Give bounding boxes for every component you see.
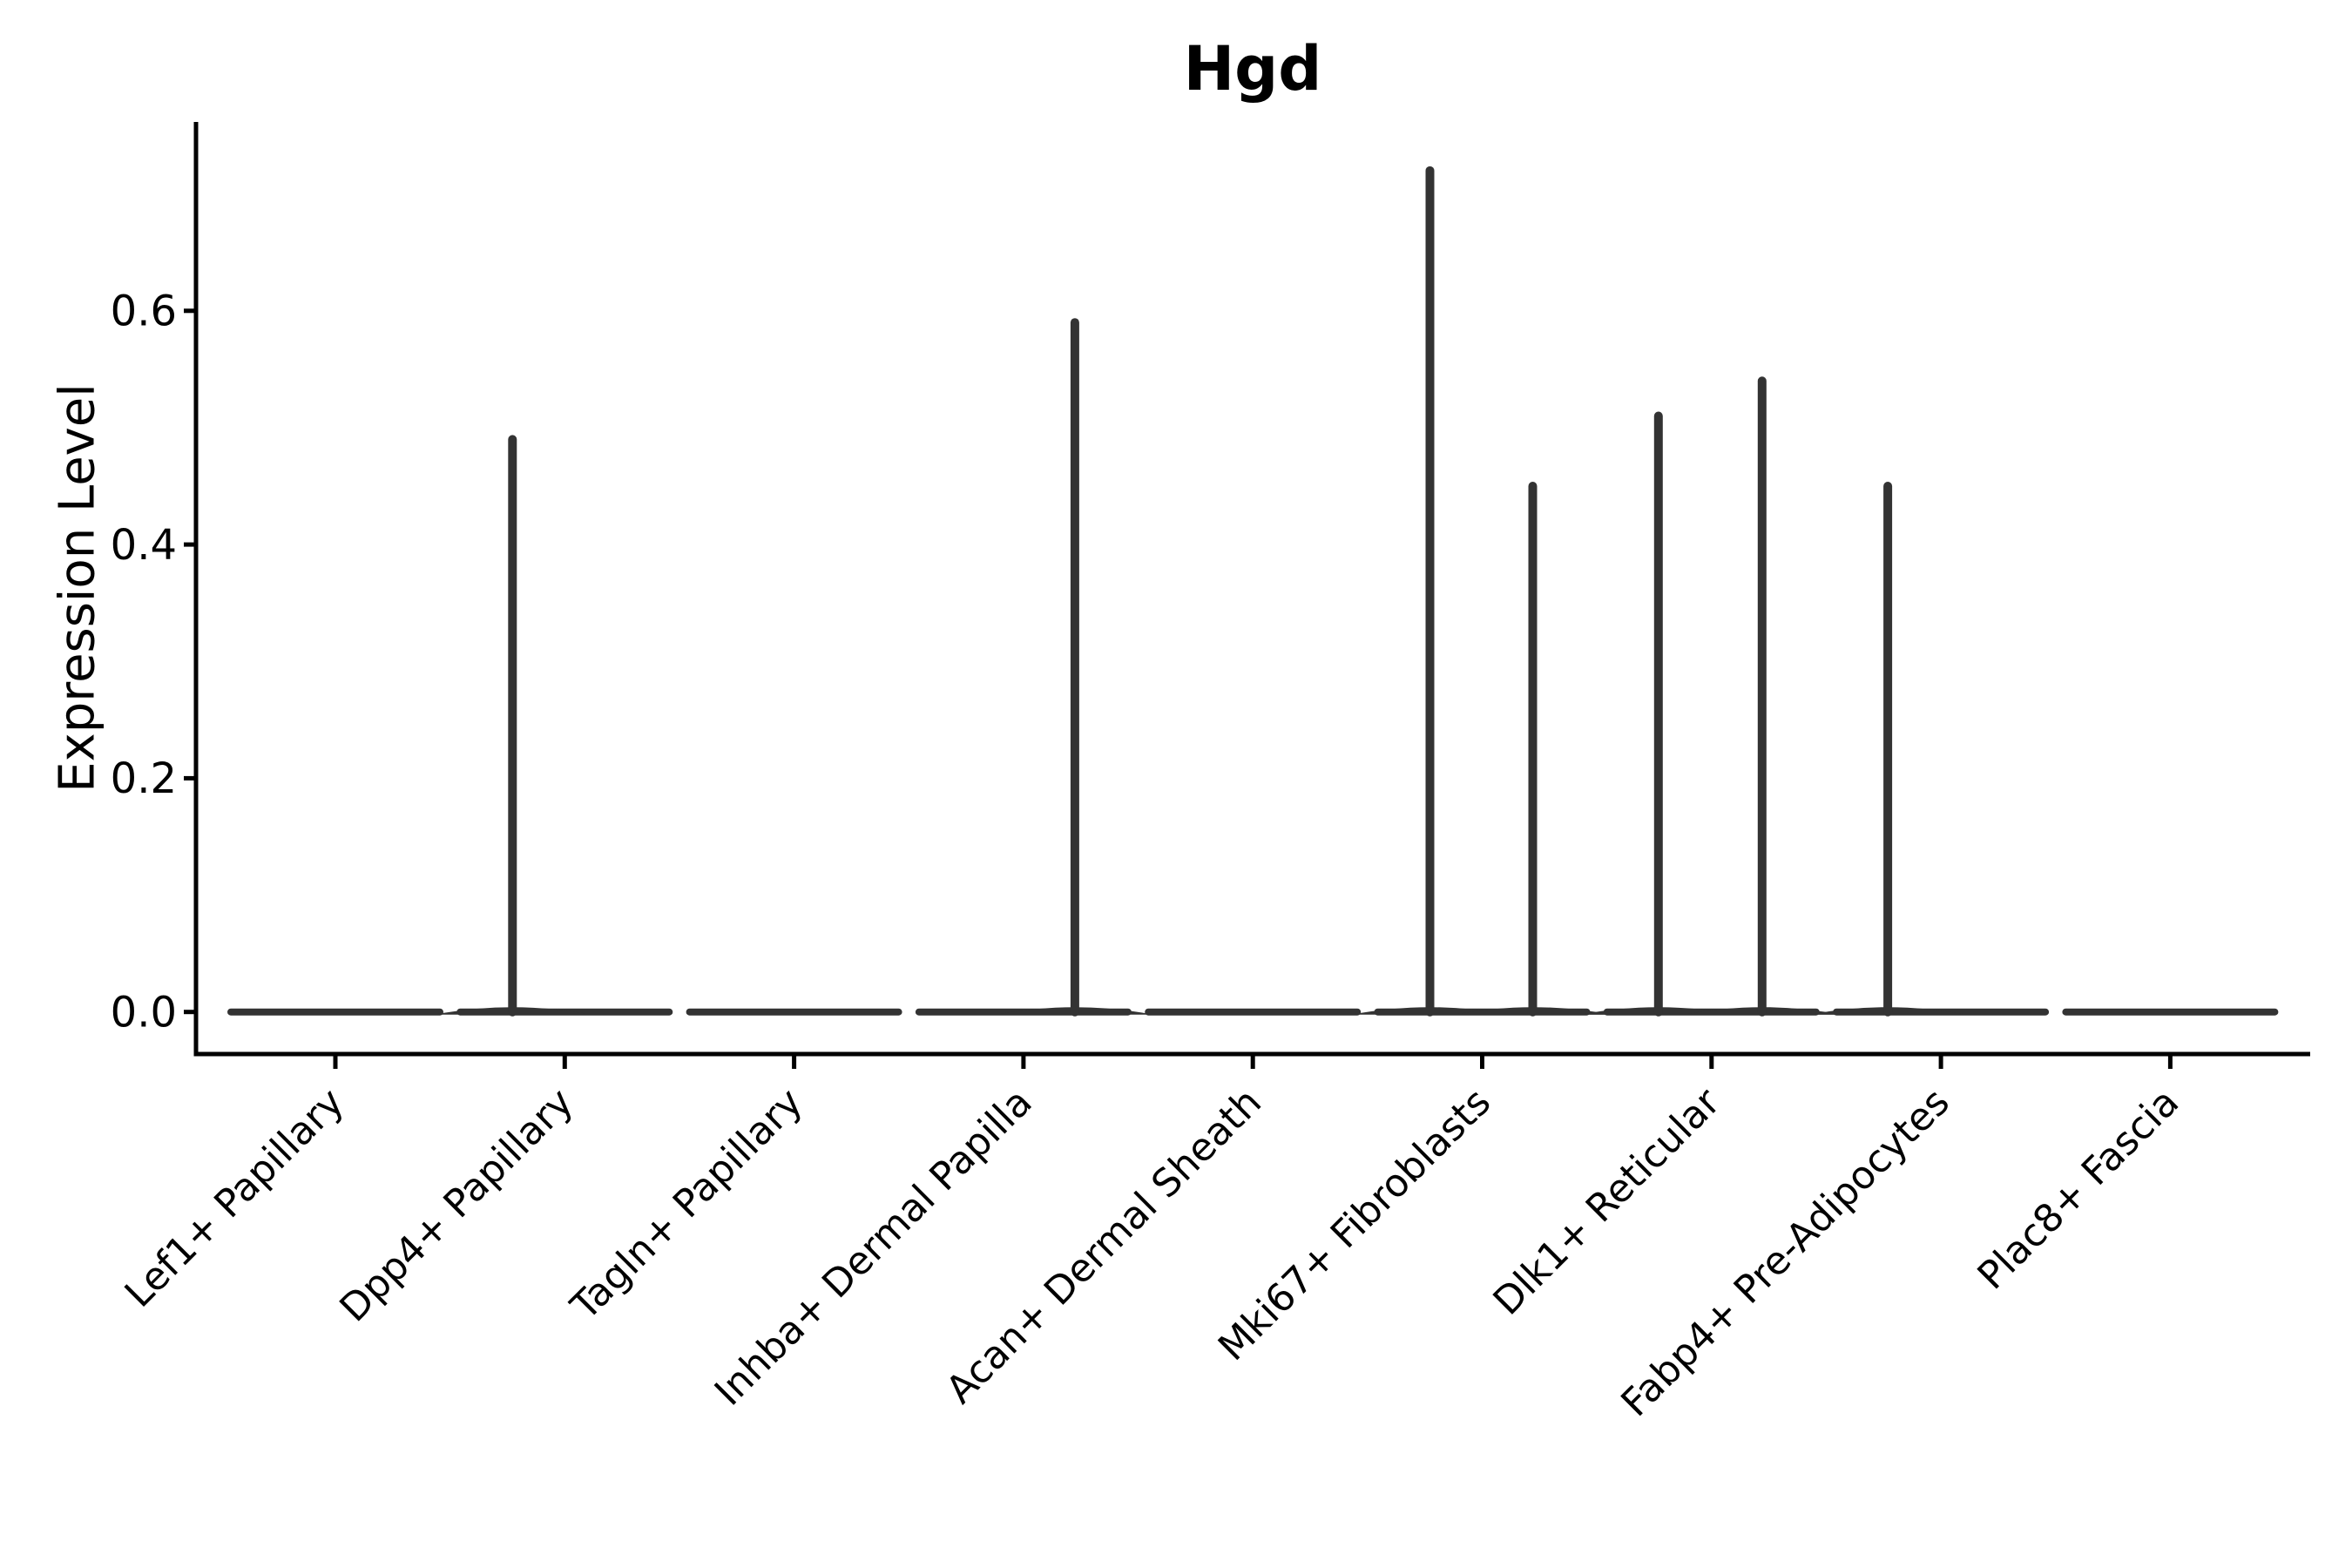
y-tick-label: 0.2 — [111, 754, 177, 803]
chart-title: Hgd — [1184, 33, 1322, 105]
x-tick-label-plac8-fascia: Plac8+ Fascia — [1970, 1080, 2188, 1299]
x-tick-label-lef1-papillary: Lef1+ Papillary — [117, 1080, 353, 1316]
y-axis-ticks: 0.0 0.2 0.4 0.6 — [111, 287, 196, 1037]
x-tick-label-tagln-papillary: Tagln+ Papillary — [562, 1080, 811, 1329]
violin-fabp4-pre-adipocytes — [1809, 482, 2050, 1017]
violins-layer — [227, 166, 2279, 1017]
violin-dlk1-reticular — [1579, 376, 1841, 1017]
violin-inhba-dermal-papilla — [915, 318, 1153, 1017]
violin-dpp4-papillary — [434, 435, 673, 1017]
y-axis-label: Expression Level — [50, 383, 106, 793]
violin-mki67-fibroblasts — [1351, 166, 1612, 1017]
y-tick-label: 0.0 — [111, 989, 177, 1037]
x-tick-label-dlk1-reticular: Dlk1+ Reticular — [1485, 1079, 1730, 1324]
x-tick-label-dpp4-papillary: Dpp4+ Papillary — [331, 1080, 582, 1331]
y-tick-label: 0.4 — [111, 521, 177, 570]
y-tick-label: 0.6 — [111, 287, 177, 336]
